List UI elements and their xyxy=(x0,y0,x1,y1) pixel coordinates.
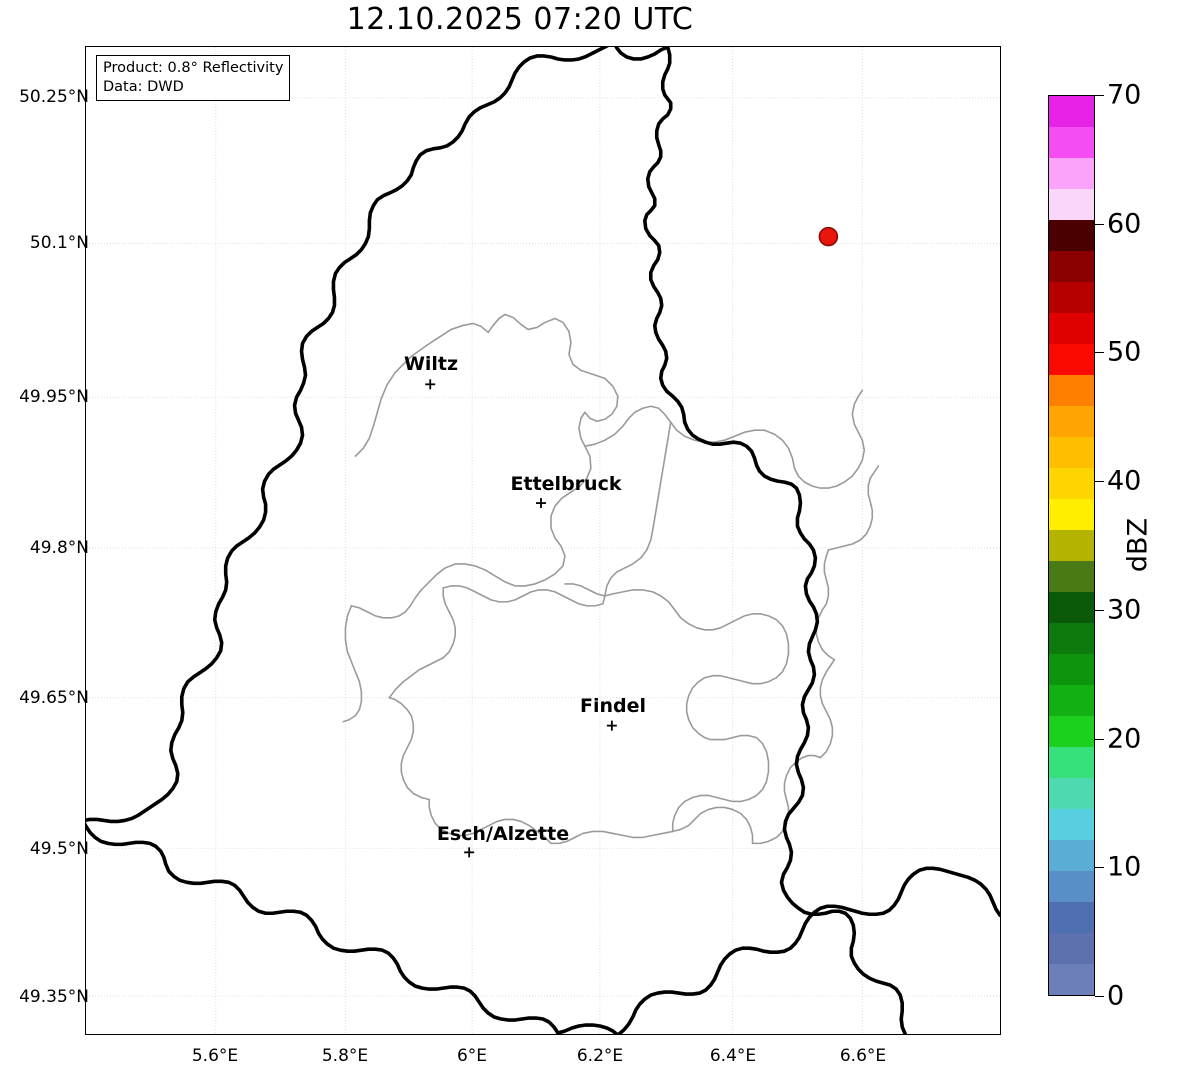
colorbar-tick-10: 10 xyxy=(1107,851,1142,883)
colorbar-tick-20: 20 xyxy=(1107,723,1142,755)
colorbar-segment-7 xyxy=(1049,313,1094,344)
city-marker-ettelbruck xyxy=(536,498,546,509)
colorbar-tickline-60 xyxy=(1095,223,1104,225)
colorbar-segment-10 xyxy=(1049,406,1094,437)
city-markers xyxy=(425,379,617,858)
map-canvas[interactable] xyxy=(86,47,1000,1034)
colorbar-segment-0 xyxy=(1049,96,1094,127)
colorbar-segment-27 xyxy=(1049,933,1094,964)
city-label-wiltz: Wiltz xyxy=(403,353,459,375)
colorbar-segment-21 xyxy=(1049,747,1094,778)
colorbar-segment-15 xyxy=(1049,561,1094,592)
y-tick-49-95: 49.95°N xyxy=(19,387,89,407)
y-tick-49-35: 49.35°N xyxy=(19,987,89,1007)
colorbar-tickline-30 xyxy=(1095,609,1104,611)
page-title: 12.10.2025 07:20 UTC xyxy=(346,2,694,37)
colorbar-segment-8 xyxy=(1049,344,1094,375)
colorbar-segment-5 xyxy=(1049,251,1094,282)
y-tick-50-1: 50.1°N xyxy=(29,233,89,253)
y-tick-49-65: 49.65°N xyxy=(19,688,89,708)
colorbar-segment-9 xyxy=(1049,375,1094,406)
colorbar[interactable] xyxy=(1048,95,1095,996)
colorbar-tick-0: 0 xyxy=(1107,980,1125,1012)
colorbar-segment-4 xyxy=(1049,220,1094,251)
y-tick-49-5: 49.5°N xyxy=(29,839,89,859)
x-tick-6-2: 6.2°E xyxy=(576,1046,624,1066)
colorbar-segment-14 xyxy=(1049,530,1094,561)
x-tick-6-6: 6.6°E xyxy=(839,1046,887,1066)
colorbar-tickline-40 xyxy=(1095,481,1104,483)
product-info-box: Product: 0.8° Reflectivity Data: DWD xyxy=(96,55,291,102)
colorbar-segment-24 xyxy=(1049,840,1094,871)
x-tick-5-8: 5.8°E xyxy=(321,1046,369,1066)
colorbar-segment-22 xyxy=(1049,778,1094,809)
colorbar-segment-13 xyxy=(1049,499,1094,530)
city-label-esch-alzette: Esch/Alzette xyxy=(436,823,570,845)
data-source-line: Data: DWD xyxy=(103,78,184,95)
colorbar-tick-50: 50 xyxy=(1107,336,1142,368)
colorbar-segment-28 xyxy=(1049,964,1094,995)
colorbar-segment-25 xyxy=(1049,871,1094,902)
colorbar-tick-40: 40 xyxy=(1107,465,1142,497)
radar-echo-cell[interactable] xyxy=(818,226,839,247)
city-label-ettelbruck: Ettelbruck xyxy=(510,473,622,495)
colorbar-ticks: 70 60 50 40 30 20 10 0 xyxy=(1095,80,1184,1012)
x-tick-6-4: 6.4°E xyxy=(709,1046,757,1066)
district-boundaries xyxy=(342,313,880,845)
colorbar-tick-70: 70 xyxy=(1107,79,1142,111)
colorbar-segment-18 xyxy=(1049,654,1094,685)
colorbar-tickline-10 xyxy=(1095,867,1104,869)
colorbar-tickline-0 xyxy=(1095,996,1104,997)
colorbar-segment-17 xyxy=(1049,623,1094,654)
city-label-findel: Findel xyxy=(579,695,647,717)
radar-map-plot[interactable]: Product: 0.8° Reflectivity Data: DWD Wil… xyxy=(85,46,1001,1035)
colorbar-segment-12 xyxy=(1049,468,1094,499)
country-border xyxy=(86,47,1000,1034)
y-tick-49-8: 49.8°N xyxy=(29,538,89,558)
city-marker-wiltz xyxy=(425,379,436,390)
x-tick-5-6: 5.6°E xyxy=(191,1046,239,1066)
colorbar-segment-20 xyxy=(1049,716,1094,747)
colorbar-tick-30: 30 xyxy=(1107,594,1142,626)
colorbar-tickline-20 xyxy=(1095,738,1104,740)
x-tick-6: 6°E xyxy=(456,1046,488,1066)
colorbar-segment-26 xyxy=(1049,902,1094,933)
colorbar-tickline-50 xyxy=(1095,352,1104,354)
colorbar-segment-16 xyxy=(1049,592,1094,623)
colorbar-segment-23 xyxy=(1049,809,1094,840)
product-line: Product: 0.8° Reflectivity xyxy=(103,60,284,76)
colorbar-segment-1 xyxy=(1049,127,1094,158)
colorbar-segment-19 xyxy=(1049,685,1094,716)
colorbar-segment-11 xyxy=(1049,437,1094,468)
city-marker-findel xyxy=(606,720,617,731)
city-marker-esch xyxy=(464,847,475,858)
colorbar-unit-label: dBZ xyxy=(1122,517,1154,573)
colorbar-segment-2 xyxy=(1049,158,1094,189)
colorbar-segment-3 xyxy=(1049,189,1094,220)
colorbar-segment-6 xyxy=(1049,282,1094,313)
colorbar-tickline-70 xyxy=(1095,95,1104,96)
colorbar-tick-60: 60 xyxy=(1107,208,1142,240)
y-tick-50-25: 50.25°N xyxy=(19,87,89,107)
